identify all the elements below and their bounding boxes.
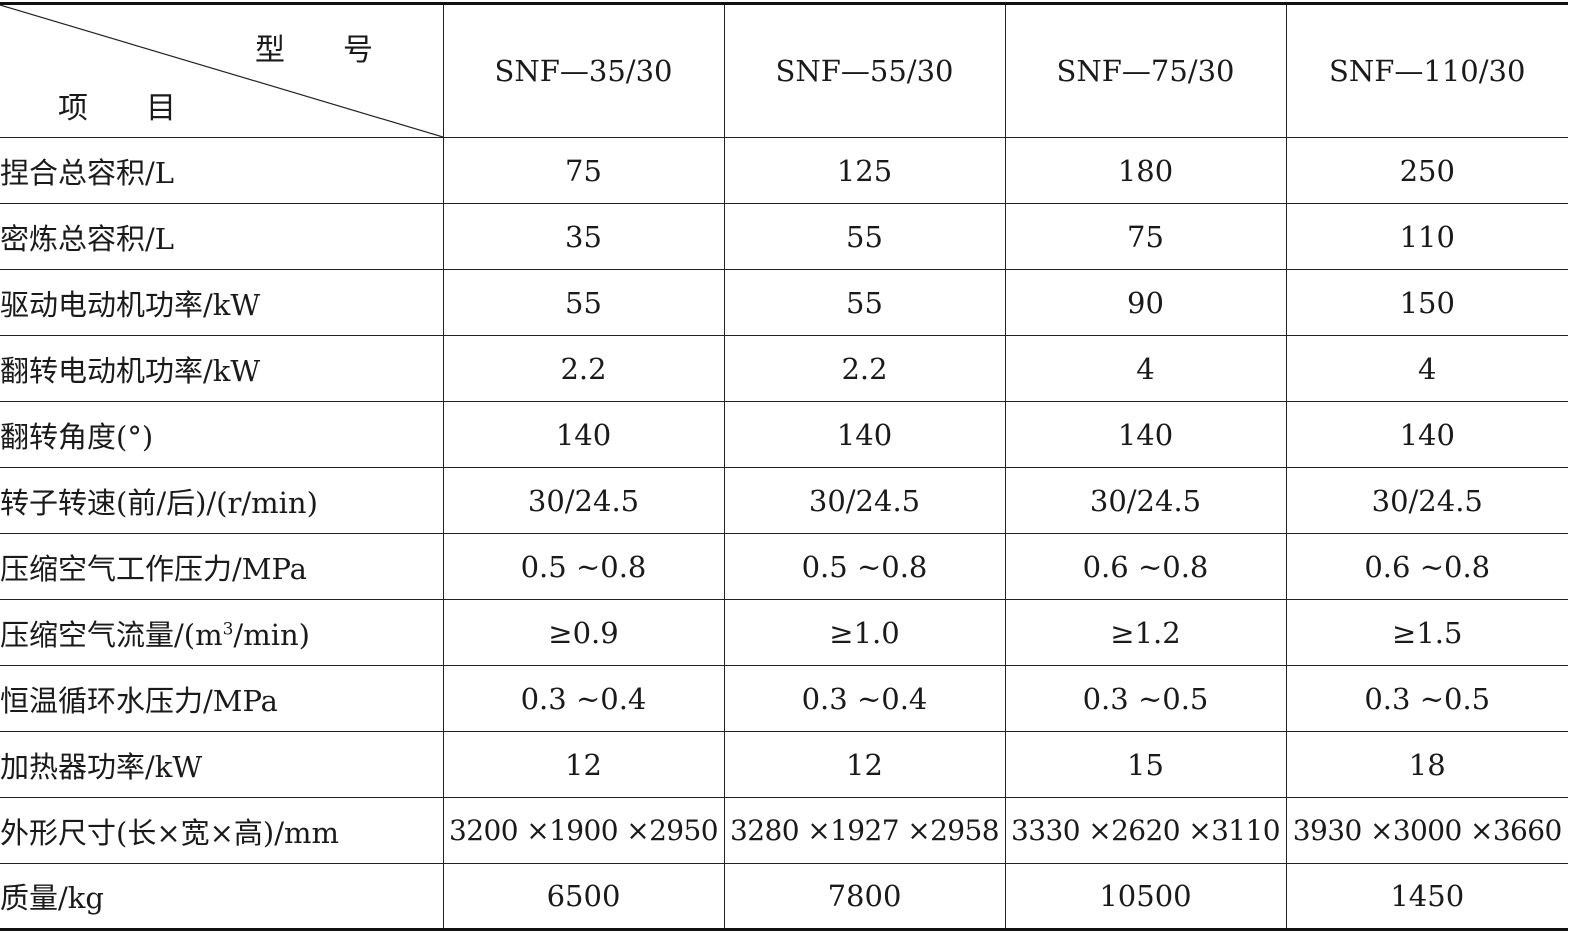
- cell-value: 75: [442, 137, 725, 204]
- row-label: 压缩空气流量/(m3/min): [0, 599, 444, 666]
- table-row: 恒温循环水压力/MPa 0.3 ~0.4 0.3 ~0.4 0.3 ~0.5 0…: [0, 665, 1568, 732]
- cell-value: ≥0.9: [442, 599, 725, 666]
- cell-value: 3280 ×1927 ×2958: [723, 797, 1006, 864]
- table-row: 压缩空气工作压力/MPa 0.5 ~0.8 0.5 ~0.8 0.6 ~0.8 …: [0, 533, 1568, 600]
- cell-value: 30/24.5: [1004, 467, 1287, 534]
- row-label-text: 压缩空气流量/(m: [0, 617, 223, 652]
- cell-value: 18: [1285, 731, 1568, 798]
- row-label: 质量/kg: [0, 863, 444, 931]
- corner-label-item: 项目: [58, 91, 234, 126]
- table-row: 质量/kg 6500 7800 10500 1450: [0, 863, 1568, 931]
- table-row: 转子转速(前/后)/(r/min) 30/24.5 30/24.5 30/24.…: [0, 467, 1568, 534]
- cell-value: 10500: [1004, 863, 1287, 931]
- cell-value: 180: [1004, 137, 1287, 204]
- row-label: 密炼总容积/L: [0, 203, 444, 270]
- cell-value: 55: [442, 269, 725, 336]
- cell-value: 3330 ×2620 ×3110: [1004, 797, 1287, 864]
- cell-value: 4: [1285, 335, 1568, 402]
- model-header: SNF—75/30: [1004, 2, 1287, 138]
- cell-value: 6500: [442, 863, 725, 931]
- cell-value: ≥1.5: [1285, 599, 1568, 666]
- cell-value: 140: [1004, 401, 1287, 468]
- row-label: 恒温循环水压力/MPa: [0, 665, 444, 732]
- cell-value: 140: [442, 401, 725, 468]
- row-label: 翻转电动机功率/kW: [0, 335, 444, 402]
- row-label: 外形尺寸(长×宽×高)/mm: [0, 797, 444, 864]
- row-label: 翻转角度(°): [0, 401, 444, 468]
- cell-value: 0.3 ~0.5: [1285, 665, 1568, 732]
- cell-value: 0.3 ~0.4: [442, 665, 725, 732]
- cell-value: 12: [442, 731, 725, 798]
- cell-value: 7800: [723, 863, 1006, 931]
- table-row: 密炼总容积/L 35 55 75 110: [0, 203, 1568, 270]
- cell-value: 4: [1004, 335, 1287, 402]
- model-header: SNF—55/30: [723, 2, 1006, 138]
- table-row: 外形尺寸(长×宽×高)/mm 3200 ×1900 ×2950 3280 ×19…: [0, 797, 1568, 864]
- model-header: SNF—110/30: [1285, 2, 1568, 138]
- cell-value: 12: [723, 731, 1006, 798]
- table-row: 翻转角度(°) 140 140 140 140: [0, 401, 1568, 468]
- cell-value: ≥1.0: [723, 599, 1006, 666]
- cell-value: 0.5 ~0.8: [442, 533, 725, 600]
- row-label-text: /min): [233, 617, 310, 652]
- diagonal-divider: [2, 6, 442, 137]
- cell-value: 110: [1285, 203, 1568, 270]
- header-row: 型号 项目 SNF—35/30 SNF—55/30 SNF—75/30 SNF—…: [0, 2, 1568, 138]
- row-label: 压缩空气工作压力/MPa: [0, 533, 444, 600]
- corner-header-cell: 型号 项目: [0, 2, 444, 138]
- cell-value: 0.5 ~0.8: [723, 533, 1006, 600]
- cell-value: 150: [1285, 269, 1568, 336]
- table-row: 捏合总容积/L 75 125 180 250: [0, 137, 1568, 204]
- cell-value: 3930 ×3000 ×3660: [1285, 797, 1568, 864]
- table-row: 加热器功率/kW 12 12 15 18: [0, 731, 1568, 798]
- cell-value: 2.2: [723, 335, 1006, 402]
- cell-value: 55: [723, 203, 1006, 270]
- cell-value: 15: [1004, 731, 1287, 798]
- row-label: 转子转速(前/后)/(r/min): [0, 467, 444, 534]
- cell-value: 30/24.5: [723, 467, 1006, 534]
- cell-value: 2.2: [442, 335, 725, 402]
- cell-value: 125: [723, 137, 1006, 204]
- cell-value: 1450: [1285, 863, 1568, 931]
- table-row: 翻转电动机功率/kW 2.2 2.2 4 4: [0, 335, 1568, 402]
- cell-value: 35: [442, 203, 725, 270]
- cell-value: 0.3 ~0.4: [723, 665, 1006, 732]
- table-row: 驱动电动机功率/kW 55 55 90 150: [0, 269, 1568, 336]
- cell-value: 250: [1285, 137, 1568, 204]
- superscript-exponent: 3: [222, 618, 234, 639]
- cell-value: 140: [723, 401, 1006, 468]
- row-label: 加热器功率/kW: [0, 731, 444, 798]
- cell-value: 140: [1285, 401, 1568, 468]
- corner-label-model: 型号: [255, 33, 431, 68]
- cell-value: 30/24.5: [1285, 467, 1568, 534]
- model-header: SNF—35/30: [442, 2, 725, 138]
- cell-value: 90: [1004, 269, 1287, 336]
- cell-value: 0.6 ~0.8: [1285, 533, 1568, 600]
- row-label: 捏合总容积/L: [0, 137, 444, 204]
- cell-value: ≥1.2: [1004, 599, 1287, 666]
- cell-value: 0.6 ~0.8: [1004, 533, 1287, 600]
- cell-value: 30/24.5: [442, 467, 725, 534]
- cell-value: 0.3 ~0.5: [1004, 665, 1287, 732]
- cell-value: 55: [723, 269, 1006, 336]
- cell-value: 3200 ×1900 ×2950: [442, 797, 725, 864]
- row-label: 驱动电动机功率/kW: [0, 269, 444, 336]
- table-row: 压缩空气流量/(m3/min) ≥0.9 ≥1.0 ≥1.2 ≥1.5: [0, 599, 1568, 666]
- cell-value: 75: [1004, 203, 1287, 270]
